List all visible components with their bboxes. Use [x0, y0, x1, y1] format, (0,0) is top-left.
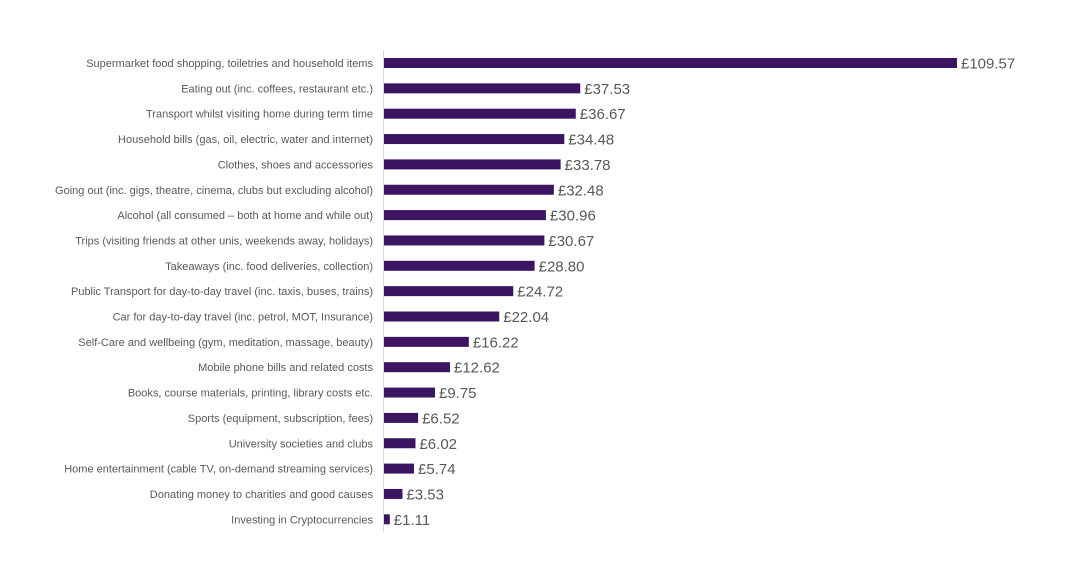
- category-label: Transport whilst visiting home during te…: [146, 109, 373, 121]
- value-label: £3.53: [406, 486, 444, 503]
- bar: [384, 260, 535, 271]
- value-label: £6.02: [419, 436, 457, 453]
- bar: [384, 438, 416, 449]
- category-label: Alcohol (all consumed – both at home and…: [117, 210, 373, 222]
- bar: [384, 387, 435, 398]
- category-label: Clothes, shoes and accessories: [218, 159, 374, 171]
- category-label: Public Transport for day-to-day travel (…: [71, 286, 373, 298]
- bar: [384, 108, 576, 119]
- value-label: £30.96: [550, 208, 596, 225]
- value-label: £37.53: [584, 81, 630, 98]
- category-label: Going out (inc. gigs, theatre, cinema, c…: [55, 185, 373, 197]
- category-label: Car for day-to-day travel (inc. petrol, …: [113, 312, 373, 324]
- category-label: Sports (equipment, subscription, fees): [188, 413, 373, 425]
- bar: [384, 159, 561, 170]
- category-label: Self-Care and wellbeing (gym, meditation…: [78, 337, 373, 349]
- category-labels: Supermarket food shopping, toiletries an…: [55, 58, 373, 526]
- category-label: Supermarket food shopping, toiletries an…: [86, 58, 373, 70]
- value-label: £24.72: [517, 284, 563, 301]
- bar: [384, 286, 514, 297]
- category-label: Takeaways (inc. food deliveries, collect…: [165, 261, 373, 273]
- value-label: £22.04: [503, 309, 549, 326]
- bars-layer: [384, 58, 957, 525]
- value-label: £1.11: [394, 512, 430, 529]
- bar: [384, 184, 554, 195]
- value-label: £6.52: [422, 410, 460, 427]
- value-label: £9.75: [439, 385, 477, 402]
- bar: [384, 210, 546, 221]
- value-label: £16.22: [473, 334, 519, 351]
- bar: [384, 488, 403, 499]
- bar: [384, 362, 450, 373]
- bar: [384, 235, 545, 246]
- value-label: £109.57: [961, 56, 1015, 73]
- value-labels: £109.57 £37.53 £36.67 £34.48 £33.78 £32.48 £30…: [394, 56, 1015, 529]
- value-label: £12.62: [454, 360, 500, 377]
- category-label: Eating out (inc. coffees, restaurant etc…: [181, 83, 373, 95]
- category-label: Home entertainment (cable TV, on-demand …: [64, 464, 373, 476]
- value-label: £28.80: [539, 258, 585, 275]
- value-label: £32.48: [558, 182, 604, 199]
- category-label: Donating money to charities and good cau…: [150, 489, 374, 501]
- bar: [384, 412, 419, 423]
- bar: [384, 463, 415, 474]
- category-label: University societies and clubs: [229, 438, 374, 450]
- bar: [384, 514, 390, 525]
- value-label: £36.67: [580, 106, 626, 123]
- value-label: £33.78: [565, 157, 611, 174]
- value-label: £5.74: [418, 461, 456, 478]
- category-label: Mobile phone bills and related costs: [198, 362, 373, 374]
- value-label: £34.48: [568, 132, 614, 149]
- bar: [384, 336, 469, 347]
- bar: [384, 134, 565, 145]
- value-label: £30.67: [548, 233, 594, 250]
- category-label: Books, course materials, printing, libra…: [128, 388, 373, 400]
- category-label: Household bills (gas, oil, electric, wat…: [118, 134, 373, 146]
- category-label: Trips (visiting friends at other unis, w…: [75, 235, 373, 247]
- bar: [384, 58, 957, 68]
- category-label: Investing in Cryptocurrencies: [231, 514, 373, 526]
- bar: [384, 83, 581, 94]
- bar: [384, 311, 500, 322]
